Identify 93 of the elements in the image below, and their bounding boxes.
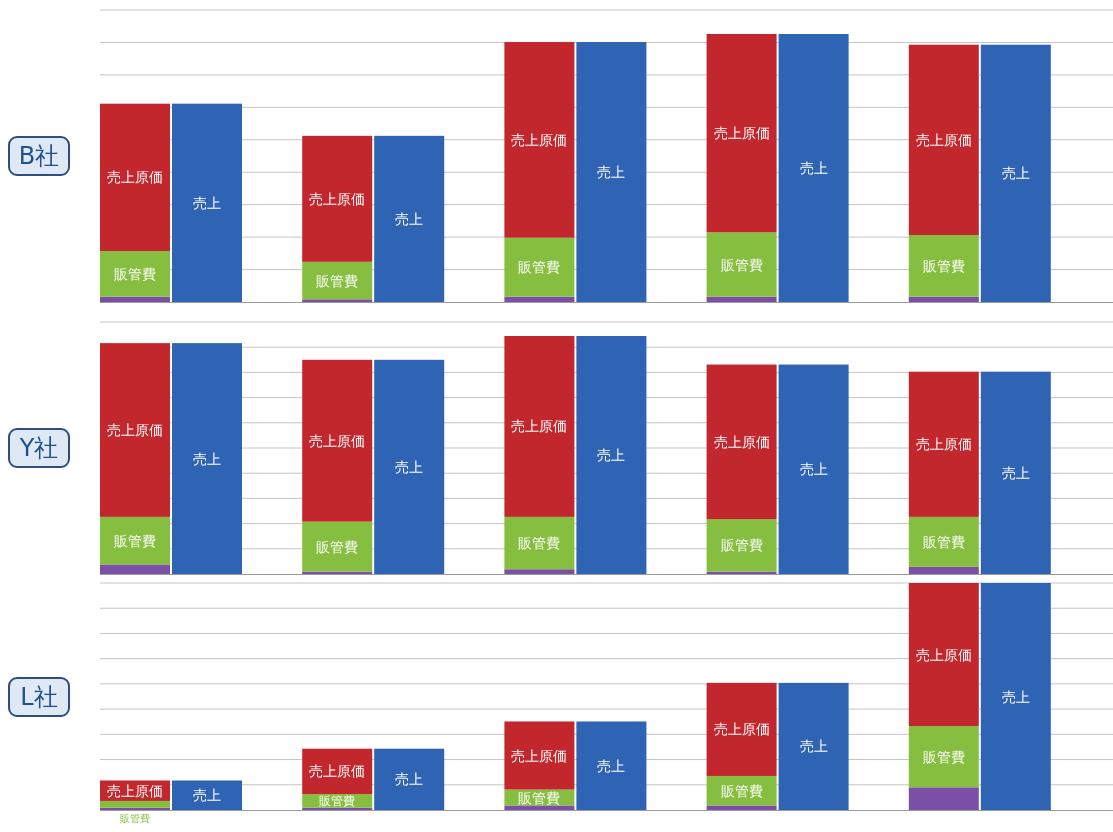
bar — [908, 235, 979, 297]
bar — [100, 296, 170, 302]
bar — [706, 34, 777, 233]
bar — [706, 232, 777, 297]
bar — [908, 566, 979, 574]
text: 売上原価 — [309, 763, 366, 780]
text: 販管費 — [922, 533, 965, 550]
bar — [908, 726, 979, 788]
bar — [302, 299, 373, 302]
text: 売上 — [597, 164, 626, 181]
bar — [576, 336, 647, 574]
text: Y社 — [8, 428, 70, 468]
bar — [908, 787, 979, 810]
bar — [504, 42, 575, 238]
bar — [908, 296, 979, 302]
bar — [908, 583, 979, 727]
bar — [980, 371, 1051, 574]
text: 売上原価 — [713, 125, 770, 142]
bar — [908, 371, 979, 517]
text: 販管費 — [120, 812, 150, 824]
text: 売上 — [799, 160, 828, 177]
bar — [706, 364, 777, 520]
bar — [374, 748, 445, 810]
bar — [302, 135, 373, 262]
text: 売上 — [597, 447, 626, 464]
bar — [100, 800, 170, 808]
series-label: 販管費 — [316, 272, 359, 289]
text: 売上原価 — [309, 190, 366, 207]
series-label: 販管費 — [319, 794, 356, 809]
bar — [706, 519, 777, 572]
text: L社 — [8, 676, 70, 717]
bar — [706, 682, 777, 776]
bar — [172, 343, 242, 574]
series-label: 売上 — [193, 450, 221, 467]
text: 売上原価 — [713, 433, 770, 450]
bar — [778, 34, 849, 302]
series-label: 販管費 — [114, 532, 156, 549]
text: 売上原価 — [915, 436, 972, 453]
text: 売上 — [395, 210, 424, 227]
bar — [172, 103, 242, 302]
bar — [980, 583, 1051, 810]
bar — [374, 359, 445, 574]
bar — [302, 359, 373, 522]
text: 売上原価 — [511, 747, 568, 764]
bar — [980, 44, 1051, 302]
series-label: 売上 — [193, 194, 221, 211]
text: 売上 — [395, 458, 424, 475]
text: 販管費 — [720, 782, 763, 799]
bar — [374, 135, 445, 302]
bar — [504, 569, 575, 574]
bar — [504, 721, 575, 790]
text: 販管費 — [518, 259, 561, 276]
text: 売上原価 — [915, 646, 972, 663]
bar — [576, 42, 647, 302]
bar — [100, 343, 170, 517]
text: 売上原価 — [511, 418, 568, 435]
series-label: 売上原価 — [107, 169, 163, 186]
bar — [778, 364, 849, 574]
text: 売上原価 — [309, 432, 366, 449]
series-label: 売上原価 — [107, 782, 163, 799]
text: 販管費 — [720, 537, 763, 554]
series-label: 売上 — [193, 787, 221, 804]
text: 売上 — [597, 757, 626, 774]
bar — [504, 336, 575, 517]
bar — [172, 780, 242, 810]
text: 販管費 — [922, 748, 965, 765]
bar — [706, 296, 777, 302]
text: 販管費 — [922, 257, 965, 274]
text: 販管費 — [720, 256, 763, 273]
text: 売上原価 — [915, 131, 972, 148]
bar — [778, 682, 849, 810]
bar — [504, 805, 575, 810]
bar — [100, 103, 170, 252]
text: 売上 — [799, 461, 828, 478]
bar — [504, 237, 575, 297]
text: 販管費 — [316, 538, 359, 555]
text: 売上原価 — [511, 131, 568, 148]
text: 売上 — [1001, 464, 1030, 481]
text: 売上 — [799, 738, 828, 755]
text: 販管費 — [518, 789, 561, 806]
bar — [504, 296, 575, 302]
text: B社 — [8, 136, 70, 176]
bar — [908, 44, 979, 235]
bar — [576, 721, 647, 810]
bar — [706, 805, 777, 810]
series-label: 売上原価 — [107, 422, 163, 439]
text: 売上 — [395, 771, 424, 788]
text: 販管費 — [114, 265, 156, 282]
text: 売上 — [1001, 165, 1030, 182]
text: 売上原価 — [713, 721, 770, 738]
bar — [100, 564, 170, 574]
text: 販管費 — [518, 535, 561, 552]
text: 売上 — [1001, 688, 1030, 705]
